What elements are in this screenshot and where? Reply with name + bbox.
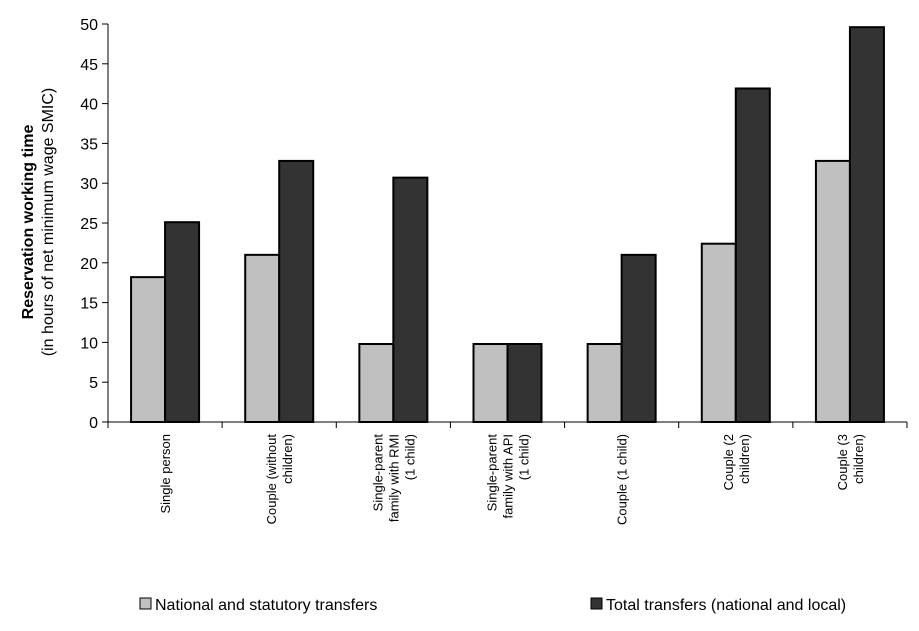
bar-national-0	[130, 276, 167, 423]
plot-area: 0 5 10 15 20 25 30 35 40 45 50 Single person Couple …	[80, 17, 908, 525]
bar-total-5	[734, 87, 771, 423]
y-axis-label: Reservation working time	[20, 125, 37, 320]
x-category-label: Couple (3 children)	[835, 434, 866, 490]
x-category-label-line: Single person	[158, 434, 173, 514]
x-category-label-line: Couple (2	[721, 434, 736, 490]
bar-total-4	[620, 253, 657, 423]
bar-total-1	[278, 159, 315, 424]
legend: National and statutory transfers Total tr…	[139, 597, 846, 614]
legend-label-0: National and statutory transfers	[155, 597, 377, 614]
legend-label-1: Total transfers (national and local)	[606, 597, 846, 614]
y-tick-label: 15	[80, 296, 98, 313]
bar-total-2	[392, 176, 429, 423]
x-category-label-line: children)	[851, 434, 866, 484]
y-tick-label: 25	[80, 216, 98, 233]
y-tick-label: 40	[80, 97, 98, 114]
bar-national-3	[472, 342, 509, 424]
legend-swatch-0	[139, 597, 152, 610]
y-tick-label: 20	[80, 256, 98, 273]
x-category-label: Single person	[158, 434, 173, 514]
x-category-label-line: Couple (without	[264, 434, 279, 525]
y-tick-label: 35	[80, 136, 98, 153]
bar-national-6	[814, 159, 851, 424]
bar-national-4	[586, 342, 623, 424]
x-category-label-line: (1 child)	[517, 434, 532, 480]
x-category-label-line: family with API	[501, 434, 516, 519]
y-tick-label: 10	[80, 335, 98, 352]
x-category-label-line: family with RMI	[386, 434, 401, 522]
bar-total-0	[164, 221, 201, 423]
bar-national-1	[244, 253, 281, 423]
bar-total-3	[506, 342, 543, 424]
legend-swatch-1	[590, 597, 603, 610]
x-category-label-line: Single-parent	[485, 434, 500, 512]
y-axis-title: Reservation working time (in hours of ne…	[20, 88, 57, 357]
bar-national-5	[700, 242, 737, 423]
x-category-label: Single-parent family with RMI (1 child)	[370, 434, 417, 523]
x-category-label-line: children)	[280, 434, 295, 484]
x-category-label-line: Single-parent	[370, 434, 385, 512]
bar-national-2	[358, 342, 395, 424]
y-axis-sublabel: (in hours of net minimum wage SMIC)	[40, 88, 57, 357]
x-category-label-line: Couple (3	[835, 434, 850, 490]
x-category-label-line: children)	[737, 434, 752, 484]
y-tick-label: 45	[80, 57, 98, 74]
y-tick-label: 50	[80, 17, 98, 34]
y-tick-label: 5	[89, 375, 98, 392]
bar-total-6	[848, 26, 885, 424]
x-category-label: Couple (2 children)	[721, 434, 752, 490]
x-category-label: Single-parent family with API (1 child)	[485, 434, 532, 519]
y-tick-label: 0	[89, 415, 98, 432]
x-category-label: Couple (without children)	[264, 434, 295, 525]
x-category-label: Couple (1 child)	[615, 434, 630, 525]
y-tick-label: 30	[80, 176, 98, 193]
x-category-label-line: Couple (1 child)	[615, 434, 630, 525]
x-category-label-line: (1 child)	[402, 434, 417, 480]
